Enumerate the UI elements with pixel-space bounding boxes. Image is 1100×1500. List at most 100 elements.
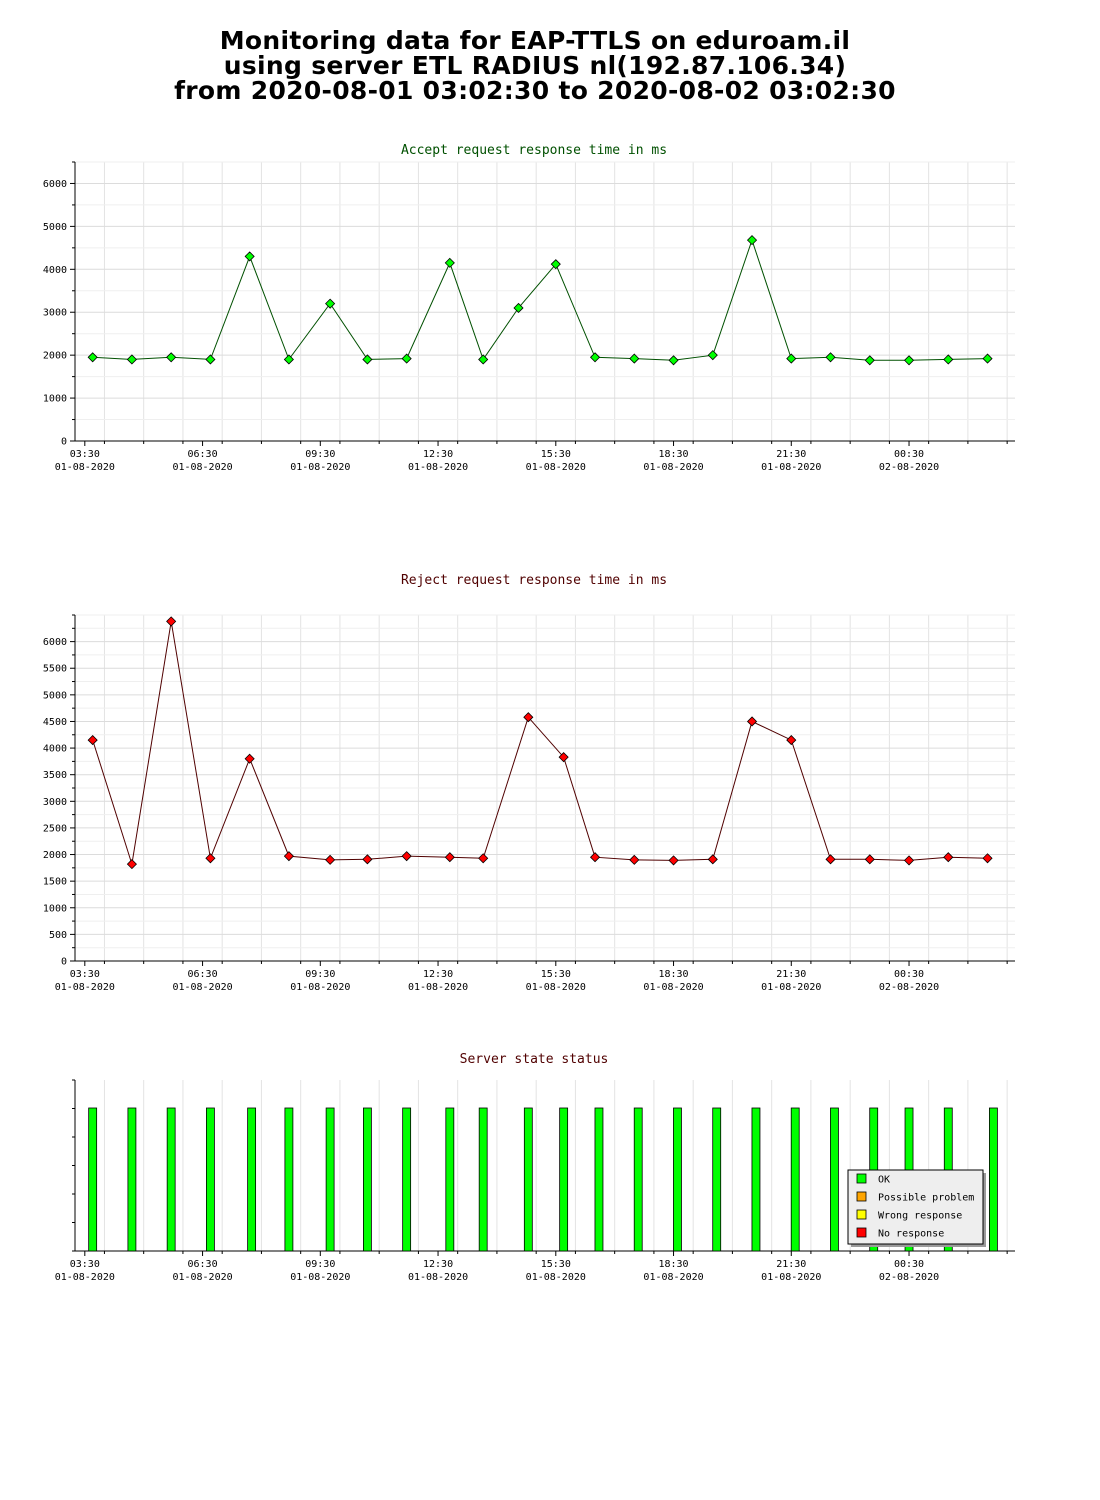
chart-title: Reject request response time in ms (401, 573, 667, 588)
x-tick-time-label: 06:30 (188, 449, 218, 460)
data-point (903, 355, 915, 366)
data-point (629, 854, 640, 865)
data-point (864, 355, 875, 366)
x-tick-date-label: 01-08-2020 (761, 982, 821, 993)
x-tick-date-label: 01-08-2020 (526, 462, 586, 473)
status-bar (989, 1107, 998, 1252)
y-tick-label: 3000 (43, 797, 67, 808)
status-bar (830, 1107, 839, 1252)
legend-swatch (856, 1173, 867, 1184)
status-bar (206, 1107, 215, 1252)
legend-swatch (856, 1191, 867, 1202)
data-point (629, 353, 640, 364)
x-tick-time-label: 12:30 (423, 969, 453, 980)
data-point (444, 257, 455, 268)
x-tick-time-label: 03:30 (70, 449, 100, 460)
x-tick-date-label: 01-08-2020 (408, 1272, 468, 1283)
y-tick-label: 3500 (43, 770, 67, 781)
data-point (550, 259, 561, 270)
status-bar (712, 1107, 722, 1252)
x-tick-date-label: 02-08-2020 (879, 1272, 939, 1283)
status-bar (751, 1107, 761, 1252)
data-point (523, 712, 534, 723)
data-point (205, 853, 216, 864)
status-bar (790, 1107, 800, 1252)
data-point (825, 854, 836, 865)
page-title-line-1: Monitoring data for EAP-TTLS on eduroam.… (219, 26, 851, 55)
x-tick-date-label: 01-08-2020 (172, 982, 232, 993)
x-tick-time-label: 21:30 (776, 969, 806, 980)
x-tick-time-label: 15:30 (541, 1259, 571, 1270)
x-tick-date-label: 01-08-2020 (172, 1272, 232, 1283)
x-tick-time-label: 00:30 (894, 1259, 924, 1270)
status-bar (402, 1107, 412, 1252)
y-tick-label: 4500 (43, 717, 67, 728)
x-tick-time-label: 00:30 (894, 449, 924, 460)
page-title-line-2: using server ETL RADIUS nl(192.87.106.34… (223, 51, 847, 80)
data-point (444, 852, 455, 863)
y-tick-label: 500 (49, 930, 67, 941)
data-point (746, 716, 758, 727)
data-point (668, 355, 679, 366)
x-tick-time-label: 18:30 (658, 449, 688, 460)
y-tick-label: 5000 (43, 222, 67, 233)
data-point (982, 853, 993, 864)
page-title-line-3: from 2020-08-01 03:02:30 to 2020-08-02 0… (174, 76, 896, 105)
x-tick-date-label: 02-08-2020 (879, 982, 939, 993)
series-line (92, 621, 988, 865)
data-point (244, 251, 255, 262)
status-bar (88, 1107, 98, 1252)
y-tick-label: 3000 (43, 308, 67, 319)
data-point (166, 352, 177, 363)
data-point (87, 352, 98, 363)
status-bar (523, 1107, 533, 1252)
x-tick-time-label: 18:30 (658, 969, 688, 980)
data-point (943, 354, 954, 365)
data-point (283, 851, 294, 862)
y-tick-label: 6000 (43, 637, 67, 648)
y-tick-label: 5000 (43, 690, 67, 701)
y-tick-label: 1500 (43, 877, 67, 888)
chart-1: Accept request response time in ms 0 1000 2… (43, 143, 1015, 473)
data-point (283, 354, 294, 365)
x-tick-date-label: 01-08-2020 (526, 982, 586, 993)
status-bar (633, 1107, 643, 1252)
x-tick-date-label: 01-08-2020 (55, 1272, 115, 1283)
status-bar (127, 1107, 137, 1252)
data-point (325, 854, 336, 865)
x-tick-time-label: 00:30 (894, 969, 924, 980)
data-point (126, 354, 137, 365)
status-bar (325, 1107, 335, 1252)
y-tick-label: 5500 (43, 664, 67, 675)
status-bar (363, 1107, 372, 1252)
x-tick-date-label: 01-08-2020 (761, 462, 821, 473)
status-bar (478, 1107, 488, 1252)
data-point (668, 855, 679, 866)
legend-swatch (856, 1209, 867, 1220)
y-tick-label: 2000 (43, 351, 67, 362)
data-point (558, 752, 569, 763)
chart-title: Server state status (460, 1052, 609, 1067)
data-point (362, 354, 373, 365)
x-tick-date-label: 01-08-2020 (172, 462, 232, 473)
legend-label: Possible problem (878, 1193, 974, 1204)
data-point (325, 298, 336, 309)
x-tick-time-label: 21:30 (776, 1259, 806, 1270)
chart-3: Server state status 03:30 01-08-2020 06:30 0… (55, 1052, 1015, 1283)
x-tick-time-label: 18:30 (658, 1259, 688, 1270)
x-tick-date-label: 01-08-2020 (55, 982, 115, 993)
data-point (244, 753, 255, 764)
data-point (707, 854, 718, 865)
data-point (513, 302, 524, 314)
y-tick-label: 4000 (43, 744, 67, 755)
x-tick-time-label: 09:30 (305, 1259, 335, 1270)
status-bar (166, 1107, 176, 1252)
data-point (362, 854, 373, 865)
y-tick-label: 0 (61, 957, 67, 968)
x-tick-date-label: 01-08-2020 (55, 462, 115, 473)
data-point (825, 352, 836, 363)
data-point (864, 854, 875, 865)
data-point (786, 353, 797, 364)
x-tick-date-label: 01-08-2020 (290, 1272, 350, 1283)
